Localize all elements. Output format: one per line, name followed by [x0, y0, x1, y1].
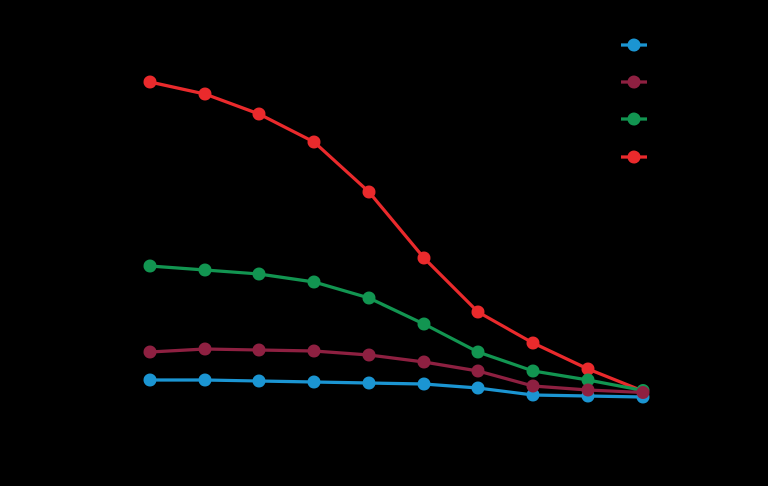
series-line-blue [150, 378, 644, 399]
data-point-marker-green [581, 373, 595, 387]
data-point-marker-green [252, 267, 266, 281]
data-point-marker-red [581, 362, 595, 376]
data-point-marker-red [362, 185, 376, 199]
data-point-marker-red [143, 75, 157, 89]
series-green [143, 259, 650, 397]
data-point-marker-dark-red [526, 379, 540, 393]
data-point-marker-dark-red [362, 348, 376, 362]
data-point-marker-green [526, 364, 540, 378]
data-point-marker-blue [471, 381, 485, 395]
legend-marker-icon-dark-red [627, 75, 641, 89]
data-point-marker-red [526, 336, 540, 350]
data-point-marker-red [417, 251, 431, 265]
data-point-marker-blue [198, 373, 212, 387]
data-point-marker-blue [252, 374, 266, 388]
series-dark-red [143, 342, 650, 399]
data-point-marker-dark-red [252, 343, 266, 357]
data-point-marker-red [307, 135, 321, 149]
series-line-green [149, 264, 644, 393]
data-point-marker-green [362, 291, 376, 305]
data-point-marker-green [143, 259, 157, 273]
legend-item-green [621, 112, 647, 126]
data-point-marker-green [471, 345, 485, 359]
legend-item-dark-red [621, 75, 647, 89]
data-point-marker-dark-red [636, 386, 650, 399]
data-point-marker-dark-red [307, 344, 321, 358]
data-point-marker-dark-red [198, 342, 212, 356]
data-point-marker-dark-red [417, 355, 431, 369]
data-point-marker-dark-red [581, 383, 595, 397]
data-point-marker-blue [526, 388, 540, 402]
legend-item-red [621, 150, 647, 164]
legend [621, 38, 647, 164]
data-point-marker-blue [362, 376, 376, 390]
series-line-dark-red [149, 347, 644, 395]
legend-item-blue [621, 38, 647, 52]
data-point-marker-red [198, 87, 212, 101]
series-blue [143, 373, 650, 404]
data-point-marker-red [471, 305, 485, 319]
series-red [143, 75, 650, 398]
data-point-marker-red [252, 107, 266, 121]
data-point-marker-blue [417, 377, 431, 391]
series-line-red [149, 80, 644, 393]
legend-marker-icon-green [627, 112, 641, 126]
data-point-marker-dark-red [143, 345, 157, 359]
data-point-marker-green [417, 317, 431, 331]
data-point-marker-blue [307, 375, 321, 389]
data-point-marker-dark-red [471, 364, 485, 378]
data-point-marker-green [198, 263, 212, 277]
legend-marker-icon-blue [627, 38, 641, 52]
data-point-marker-blue [143, 373, 157, 387]
legend-marker-icon-red [627, 150, 641, 164]
data-point-marker-green [307, 275, 321, 289]
